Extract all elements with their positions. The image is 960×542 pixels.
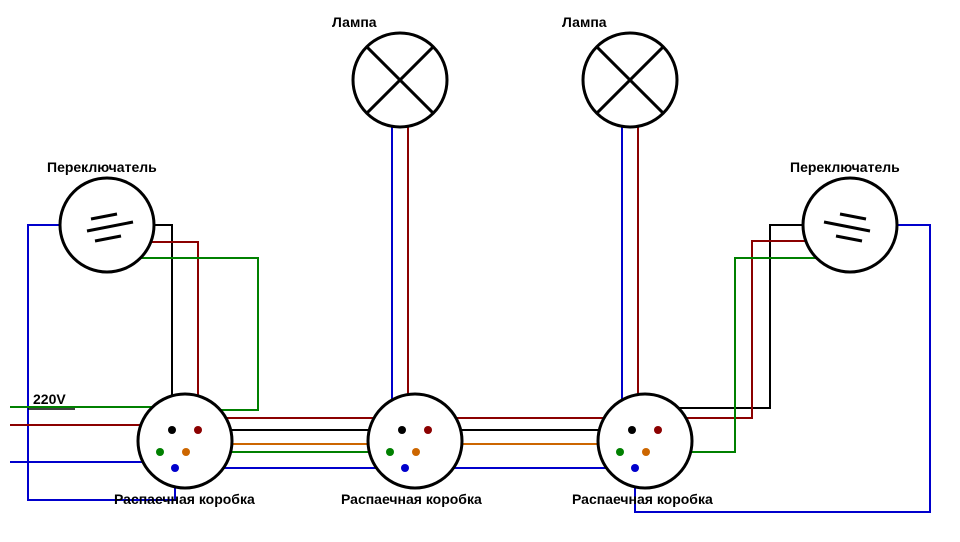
wiring-diagram xyxy=(0,0,960,542)
lamp1-label: Лампа xyxy=(332,14,377,30)
junction2-label: Распаечная коробка xyxy=(341,491,482,507)
voltage-label: 220V xyxy=(33,391,66,407)
switch2-label: Переключатель xyxy=(790,159,900,175)
switch1-label: Переключатель xyxy=(47,159,157,175)
lamp2-label: Лампа xyxy=(562,14,607,30)
junction1-label: Распаечная коробка xyxy=(114,491,255,507)
junction3-label: Распаечная коробка xyxy=(572,491,713,507)
